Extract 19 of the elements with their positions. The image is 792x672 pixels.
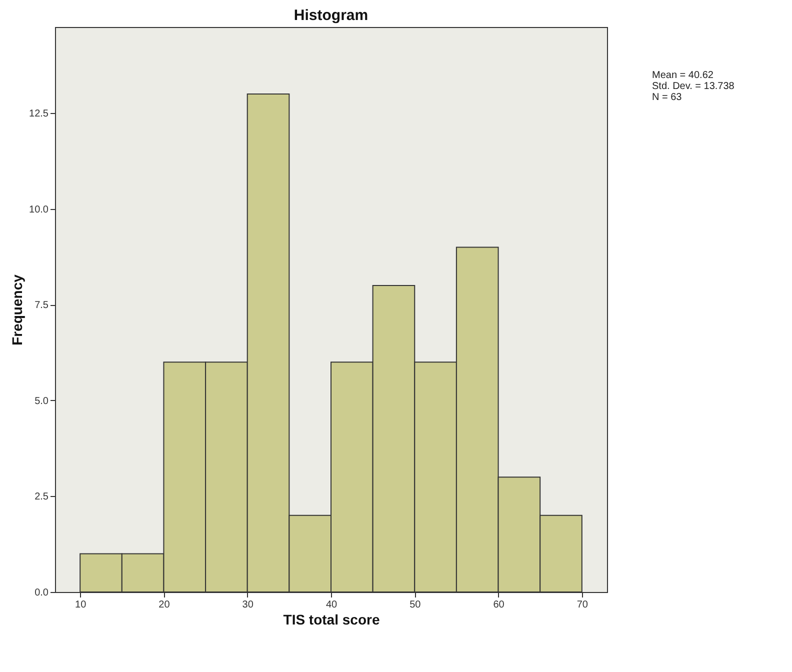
text: Std. Dev. = 13.738 bbox=[652, 81, 734, 92]
x-tick-label: 40 bbox=[326, 600, 338, 610]
x-tick-label: 70 bbox=[576, 600, 588, 610]
x-tick-label: 30 bbox=[242, 600, 254, 610]
x-tick-label: 20 bbox=[158, 600, 170, 610]
x-tick-label: 60 bbox=[493, 600, 505, 610]
y-tick-label: 12.5 bbox=[29, 108, 49, 120]
y-axis-title: Frequency bbox=[9, 274, 26, 346]
y-tick-label: 2.5 bbox=[34, 492, 49, 503]
x-axis-title: TIS total score bbox=[283, 612, 380, 628]
y-tick-label: 0.0 bbox=[34, 588, 49, 598]
y-tick-label: 7.5 bbox=[34, 300, 49, 312]
x-tick-label: 10 bbox=[75, 600, 87, 610]
y-tick-label: 10.0 bbox=[29, 204, 49, 216]
x-tick-label: 50 bbox=[410, 600, 422, 610]
text: N = 63 bbox=[652, 92, 683, 103]
chart-title: Histogram bbox=[294, 7, 368, 24]
text: Mean = 40.62 bbox=[652, 70, 714, 81]
y-tick-label: 5.0 bbox=[34, 396, 49, 407]
